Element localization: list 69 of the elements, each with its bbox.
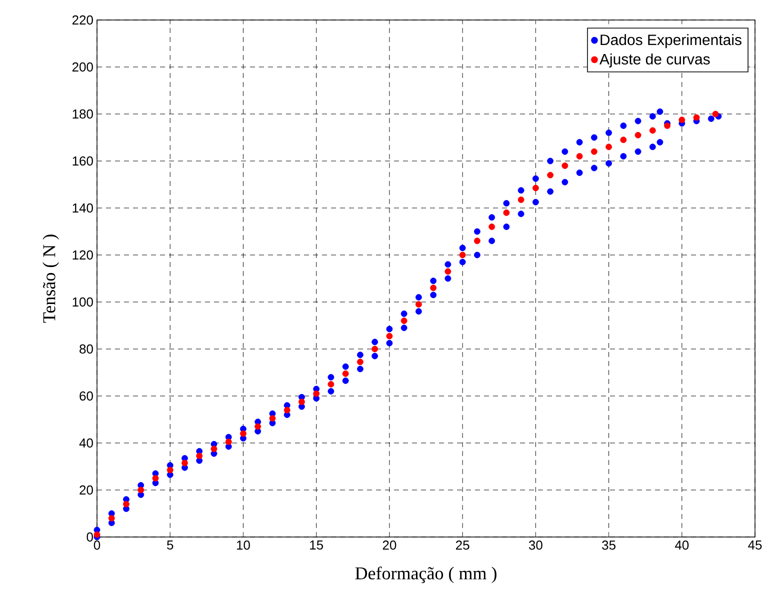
x-tick-label: 40 bbox=[674, 540, 689, 550]
point bbox=[269, 415, 276, 422]
y-tick-label: 20 bbox=[80, 485, 93, 495]
point bbox=[123, 500, 130, 508]
point bbox=[152, 475, 159, 482]
point bbox=[313, 390, 320, 397]
point bbox=[576, 153, 583, 160]
x-tick-label: 45 bbox=[748, 540, 762, 550]
point bbox=[240, 430, 246, 437]
y-tick-label: 160 bbox=[72, 156, 93, 166]
x-tick-label: 20 bbox=[382, 540, 396, 550]
point bbox=[620, 136, 627, 144]
point bbox=[415, 301, 422, 308]
point bbox=[474, 238, 480, 244]
point bbox=[547, 172, 554, 178]
point bbox=[634, 132, 642, 138]
y-tick-label: 80 bbox=[80, 344, 93, 354]
point bbox=[342, 370, 349, 377]
point bbox=[210, 446, 218, 452]
x-tick-label: 25 bbox=[456, 540, 470, 550]
point bbox=[254, 423, 262, 430]
y-tick-label: 220 bbox=[72, 15, 93, 25]
y-tick-label: 60 bbox=[80, 391, 93, 401]
point bbox=[503, 209, 510, 216]
y-tick-label: 0 bbox=[86, 532, 93, 542]
point bbox=[196, 452, 203, 460]
x-tick-label: 0 bbox=[94, 540, 100, 550]
point bbox=[108, 515, 115, 522]
point bbox=[562, 162, 568, 169]
y-tick-label: 40 bbox=[79, 438, 93, 448]
point bbox=[444, 268, 452, 275]
point bbox=[664, 122, 670, 129]
x-tick-label: 10 bbox=[236, 540, 250, 550]
point bbox=[518, 196, 524, 203]
point bbox=[430, 284, 437, 292]
y-tick-label: 120 bbox=[72, 250, 93, 260]
point bbox=[649, 127, 656, 134]
point bbox=[606, 144, 612, 150]
point bbox=[357, 358, 364, 366]
y-tick-label: 140 bbox=[72, 203, 93, 213]
y-axis-title: Tensão ( N ) bbox=[42, 234, 59, 323]
point bbox=[459, 252, 466, 258]
x-tick-label: 15 bbox=[310, 540, 324, 550]
legend-label: Ajuste de curvas bbox=[600, 53, 710, 68]
point bbox=[590, 148, 598, 155]
point bbox=[693, 114, 700, 121]
x-tick-label: 5 bbox=[167, 540, 174, 550]
point bbox=[386, 332, 393, 340]
point bbox=[94, 531, 100, 538]
point bbox=[225, 438, 232, 446]
point bbox=[400, 318, 408, 324]
point bbox=[284, 406, 290, 414]
point bbox=[712, 110, 719, 118]
point bbox=[488, 224, 496, 230]
x-tick-label: 30 bbox=[528, 540, 542, 550]
legend-label: Dados Experimentais bbox=[600, 34, 742, 48]
x-tick-label: 35 bbox=[602, 540, 616, 550]
y-tick-label: 180 bbox=[72, 109, 93, 119]
y-tick-label: 100 bbox=[72, 297, 93, 307]
y-tick-label: 200 bbox=[72, 62, 93, 72]
point bbox=[182, 460, 188, 466]
point bbox=[678, 116, 686, 124]
point bbox=[328, 381, 334, 388]
x-axis-title: Deformação ( mm ) bbox=[355, 566, 496, 584]
point bbox=[532, 184, 539, 192]
point bbox=[372, 346, 378, 352]
point bbox=[298, 398, 305, 406]
point bbox=[166, 466, 174, 474]
point bbox=[138, 486, 144, 494]
